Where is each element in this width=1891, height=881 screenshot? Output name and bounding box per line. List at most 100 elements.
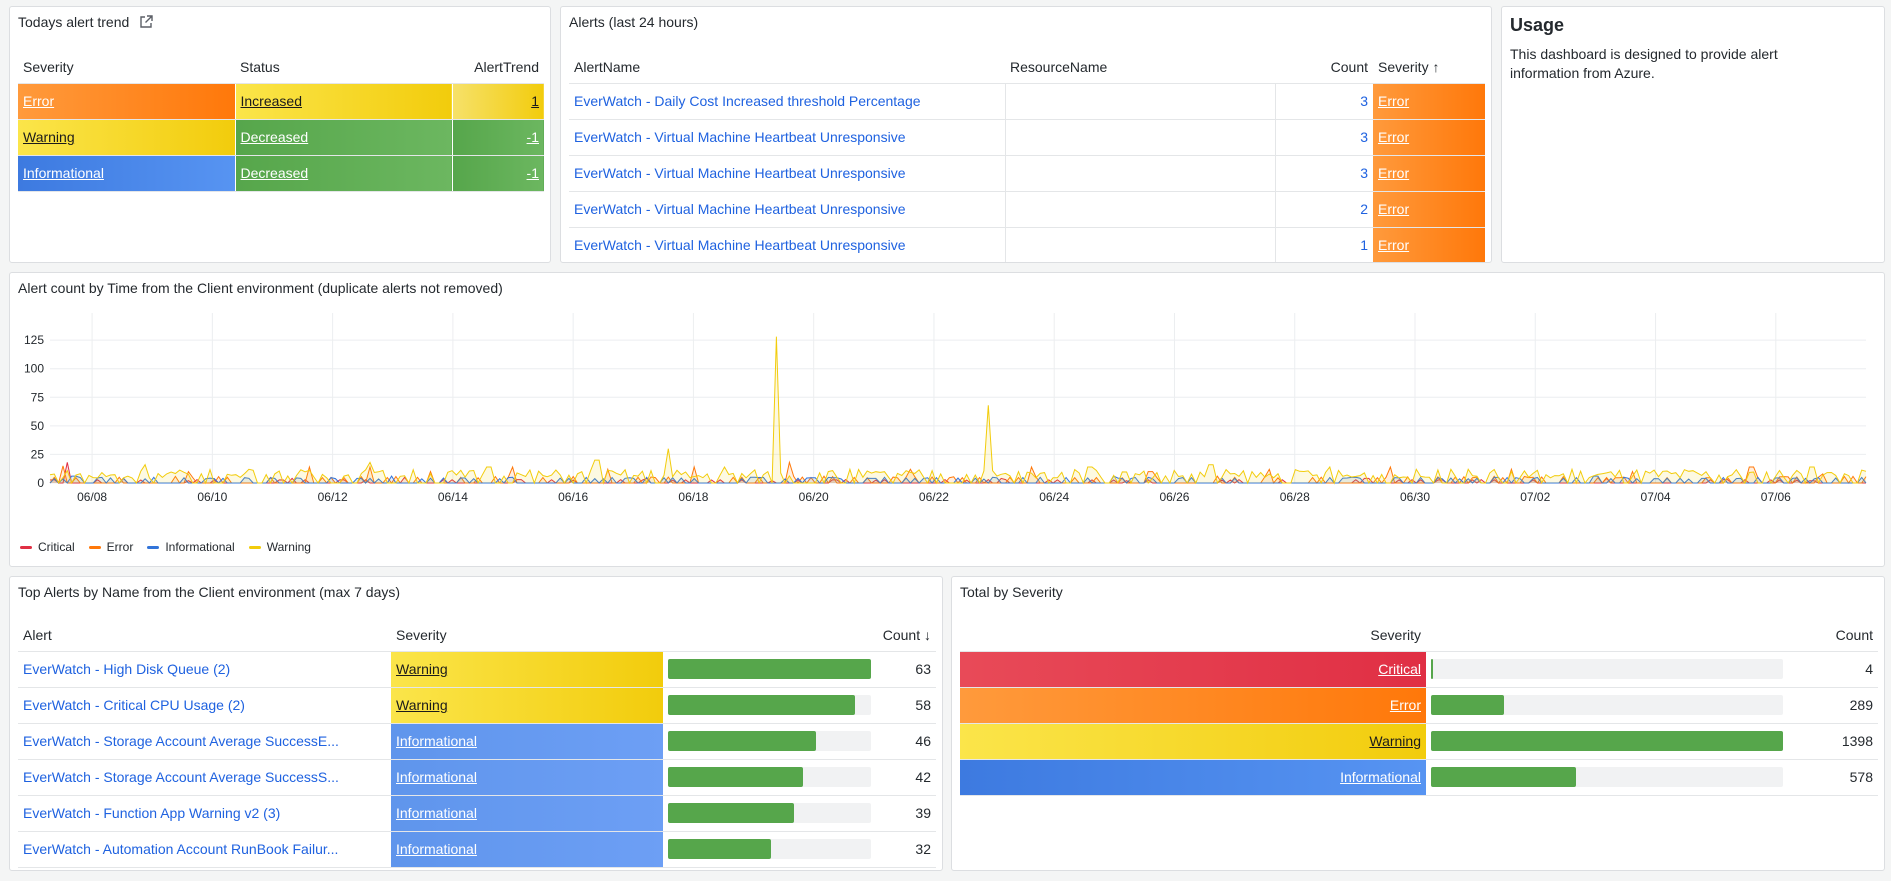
legend-item-informational[interactable]: Informational — [147, 540, 235, 554]
legend-item-critical[interactable]: Critical — [20, 540, 75, 554]
count-cell[interactable]: 3 — [1275, 119, 1373, 156]
count-value: 4 — [1788, 651, 1878, 688]
severity-cell[interactable]: Error — [1373, 119, 1485, 156]
alert-name-link[interactable]: EverWatch - High Disk Queue (2) — [18, 651, 391, 688]
count-value: 58 — [876, 687, 936, 724]
severity-cell[interactable]: Critical — [960, 651, 1426, 688]
legend-item-error[interactable]: Error — [88, 540, 133, 554]
count-cell[interactable]: 2 — [1275, 191, 1373, 228]
top-alerts-table: Alert Severity Count ↓ EverWatch - High … — [18, 619, 936, 868]
count-cell[interactable]: 3 — [1275, 83, 1373, 120]
severity-link[interactable]: Informational — [396, 841, 477, 857]
severity-cell[interactable]: Error — [1373, 191, 1485, 228]
legend-label: Warning — [266, 540, 311, 554]
col-alert-name[interactable]: AlertName — [569, 51, 1005, 84]
status-cell[interactable]: Increased — [235, 83, 453, 120]
alert-name-link[interactable]: EverWatch - Virtual Machine Heartbeat Un… — [569, 119, 1005, 156]
severity-link[interactable]: Warning — [1369, 733, 1421, 749]
severity-cell[interactable]: Warning — [391, 651, 663, 688]
severity-cell[interactable]: Warning — [960, 723, 1426, 760]
severity-link[interactable]: Critical — [1378, 661, 1421, 677]
trend-cell[interactable]: 1 — [452, 83, 544, 120]
severity-link[interactable]: Error — [23, 93, 55, 109]
col-severity[interactable]: Severity ↑ — [1373, 51, 1485, 84]
severity-link[interactable]: Informational — [1340, 769, 1421, 785]
severity-cell[interactable]: Error — [1373, 227, 1485, 262]
col-status[interactable]: Status — [235, 51, 452, 84]
trend-cell[interactable]: -1 — [452, 155, 544, 192]
count-bar-track — [668, 731, 871, 751]
table-row: EverWatch - Critical CPU Usage (2) Warnin… — [18, 687, 936, 724]
count-cell[interactable]: 3 — [1275, 155, 1373, 192]
count-cell[interactable]: 1 — [1275, 227, 1373, 262]
status-link[interactable]: Decreased — [240, 165, 309, 181]
severity-link[interactable]: Error — [1378, 237, 1410, 253]
severity-link[interactable]: Warning — [396, 697, 448, 713]
alert-name-link[interactable]: EverWatch - Daily Cost Increased thresho… — [569, 83, 1005, 120]
severity-link[interactable]: Warning — [396, 661, 448, 677]
col-severity[interactable]: Severity — [391, 619, 663, 652]
severity-cell[interactable]: Informational — [391, 795, 663, 832]
col-count[interactable]: Count ↓ — [663, 619, 936, 652]
severity-link[interactable]: Error — [1378, 201, 1410, 217]
severity-link[interactable]: Informational — [396, 805, 477, 821]
count-bar — [668, 731, 817, 751]
severity-link[interactable]: Error — [1378, 165, 1410, 181]
severity-link[interactable]: Error — [1378, 93, 1410, 109]
alert-trend-title: Todays alert trend — [18, 14, 153, 30]
x-tick-label: 06/12 — [318, 490, 348, 504]
col-severity[interactable]: Severity — [18, 51, 235, 84]
alert-trend-title-text: Todays alert trend — [18, 14, 130, 30]
table-row: EverWatch - High Disk Queue (2) Warning 63 — [18, 651, 936, 688]
severity-cell[interactable]: Informational — [391, 831, 663, 868]
col-count[interactable]: Count — [1275, 51, 1373, 84]
alert-name-link[interactable]: EverWatch - Function App Warning v2 (3) — [18, 795, 391, 832]
count-bar — [1431, 767, 1577, 787]
trend-link[interactable]: -1 — [526, 129, 539, 145]
trend-link[interactable]: -1 — [526, 165, 539, 181]
severity-cell[interactable]: Informational — [960, 759, 1426, 796]
status-link[interactable]: Increased — [240, 93, 302, 109]
col-severity[interactable]: Severity — [960, 619, 1426, 652]
trend-link[interactable]: 1 — [531, 93, 539, 109]
alert-name-link[interactable]: EverWatch - Virtual Machine Heartbeat Un… — [569, 191, 1005, 228]
col-resource-name[interactable]: ResourceName — [1005, 51, 1275, 84]
alert-name-link[interactable]: EverWatch - Virtual Machine Heartbeat Un… — [569, 155, 1005, 192]
alert-name-link[interactable]: EverWatch - Virtual Machine Heartbeat Un… — [569, 227, 1005, 262]
severity-cell[interactable]: Error — [960, 687, 1426, 724]
severity-cell[interactable]: Informational — [391, 759, 663, 796]
severity-cell[interactable]: Error — [18, 83, 236, 120]
severity-cell[interactable]: Informational — [18, 155, 236, 192]
resource-name-cell — [1004, 227, 1276, 262]
severity-link[interactable]: Informational — [23, 165, 104, 181]
severity-link[interactable]: Warning — [23, 129, 75, 145]
severity-cell[interactable]: Error — [1373, 155, 1485, 192]
status-cell[interactable]: Decreased — [235, 155, 453, 192]
count-bar-cell — [663, 831, 876, 868]
severity-cell[interactable]: Warning — [18, 119, 236, 156]
series-line-warning — [49, 336, 1867, 485]
severity-link[interactable]: Informational — [396, 733, 477, 749]
legend-item-warning[interactable]: Warning — [248, 540, 311, 554]
severity-cell[interactable]: Warning — [391, 687, 663, 724]
status-link[interactable]: Decreased — [240, 129, 309, 145]
col-alert[interactable]: Alert — [18, 619, 391, 652]
count-bar-track — [1431, 731, 1783, 751]
alert-name-link[interactable]: EverWatch - Critical CPU Usage (2) — [18, 687, 391, 724]
severity-link[interactable]: Error — [1389, 697, 1421, 713]
trend-cell[interactable]: -1 — [452, 119, 544, 156]
usage-panel: Usage This dashboard is designed to prov… — [1501, 6, 1885, 263]
status-cell[interactable]: Decreased — [235, 119, 453, 156]
table-row: Warning 1398 — [960, 723, 1878, 760]
alert-name-link[interactable]: EverWatch - Automation Account RunBook F… — [18, 831, 391, 868]
alert-name-link[interactable]: EverWatch - Storage Account Average Succ… — [18, 759, 391, 796]
alert-name-link[interactable]: EverWatch - Storage Account Average Succ… — [18, 723, 391, 760]
severity-cell[interactable]: Informational — [391, 723, 663, 760]
col-alert-trend[interactable]: AlertTrend — [452, 51, 544, 84]
severity-cell[interactable]: Error — [1373, 83, 1485, 120]
severity-link[interactable]: Error — [1378, 129, 1410, 145]
x-tick-label: 06/16 — [558, 490, 588, 504]
severity-link[interactable]: Informational — [396, 769, 477, 785]
external-link-icon[interactable] — [139, 15, 153, 29]
col-count[interactable]: Count — [1788, 619, 1878, 652]
